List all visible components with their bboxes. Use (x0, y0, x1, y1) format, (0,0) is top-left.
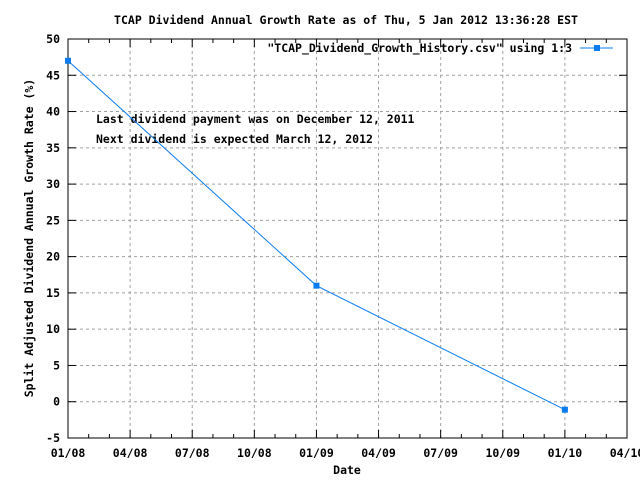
x-tick-label: 04/10 (610, 446, 640, 460)
y-tick-label: 0 (53, 395, 60, 409)
annotation-last-dividend: Last dividend payment was on December 12… (96, 112, 415, 126)
x-tick-label: 10/08 (237, 446, 272, 460)
plot-frame (67, 38, 628, 439)
x-tick-label: 07/09 (423, 446, 458, 460)
chart-title: TCAP Dividend Annual Growth Rate as of T… (114, 13, 578, 27)
legend: "TCAP_Dividend_Growth_History.csv" using… (267, 41, 613, 56)
y-tick-label: 10 (46, 322, 60, 336)
x-tick-label: 10/09 (485, 446, 520, 460)
y-tick-label: 20 (46, 250, 60, 264)
series (65, 57, 568, 413)
y-tick-label: 40 (46, 105, 60, 119)
annotation-next-dividend: Next dividend is expected March 12, 2012 (96, 132, 373, 146)
y-tick-label: -5 (46, 431, 60, 445)
data-point (65, 57, 71, 64)
x-tick-label: 07/08 (175, 446, 210, 460)
data-point (313, 282, 320, 289)
x-axis-label: Date (333, 463, 361, 477)
y-tick-label: 15 (46, 286, 60, 300)
y-axis-label: Split Adjusted Dividend Annual Growth Ra… (22, 79, 36, 398)
y-tick-label: 50 (46, 32, 60, 46)
grid (68, 39, 627, 438)
x-tick-label: 01/09 (299, 446, 334, 460)
y-tick-label: 30 (46, 177, 60, 191)
legend-marker (594, 45, 600, 51)
ticks (67, 38, 628, 439)
y-tick-label: 35 (46, 141, 60, 155)
y-tick-label: 25 (46, 213, 60, 227)
x-tick-label: 04/09 (361, 446, 396, 460)
x-tick-label: 01/08 (51, 446, 86, 460)
y-tick-label: 45 (46, 68, 60, 82)
tick-labels: 01/08 04/08 07/08 10/08 01/09 04/09 07/09 10/09… (46, 32, 640, 460)
y-tick-label: 5 (53, 358, 60, 372)
x-tick-label: 04/08 (113, 446, 148, 460)
x-tick-label: 01/10 (548, 446, 583, 460)
data-point (561, 406, 568, 413)
legend-label: "TCAP_Dividend_Growth_History.csv" using… (267, 41, 572, 56)
